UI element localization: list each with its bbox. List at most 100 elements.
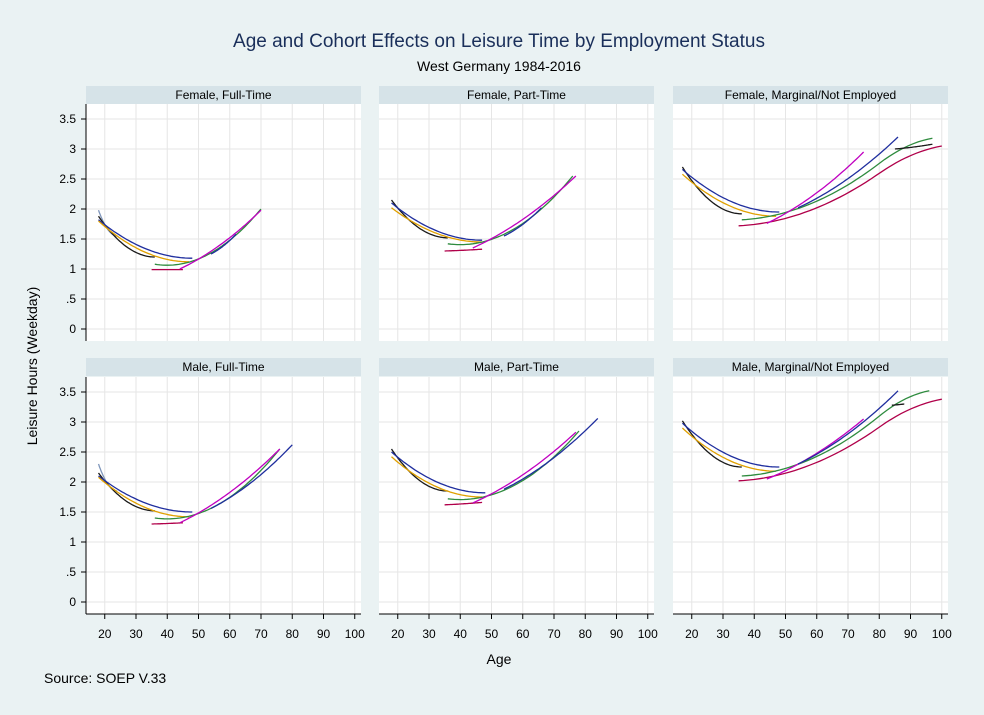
cohort-line — [391, 451, 486, 494]
x-tick-label: 70 — [547, 627, 561, 641]
cohort-line — [151, 522, 183, 525]
panel-strip — [86, 86, 361, 104]
panel-strip — [673, 86, 948, 104]
x-tick-label: 90 — [904, 627, 918, 641]
y-tick-label: 3 — [69, 142, 76, 156]
x-tick-label: 40 — [454, 627, 468, 641]
cohort-line — [391, 207, 483, 243]
cohort-line — [797, 390, 899, 465]
cohort-line — [472, 431, 577, 504]
panel: Male, Full-Time 0 .5 1 1.5 2 2.5 3 3.5 20 30 40 50 60… — [59, 358, 365, 641]
x-tick-label: 70 — [841, 627, 855, 641]
x-tick-label: 70 — [254, 627, 268, 641]
panels-group: Female, Full-Time0.511.522.533.5Female, … — [59, 86, 952, 641]
cohort-line — [741, 390, 930, 477]
cohort-line — [681, 168, 780, 213]
y-tick-label: 3.5 — [59, 385, 76, 399]
chart-title: Age and Cohort Effects on Leisure Time b… — [233, 31, 765, 52]
cohort-line — [503, 207, 542, 237]
x-tick-label: 90 — [317, 627, 331, 641]
x-tick-label: 50 — [779, 627, 793, 641]
panel: Male, Marginal/Not Employed 20 30 40 50 60 70 8… — [673, 358, 952, 641]
panel-strip — [379, 86, 654, 104]
panel-strip-label: Male, Part-Time — [474, 360, 559, 374]
x-tick-label: 30 — [422, 627, 436, 641]
cohort-line — [391, 202, 483, 241]
cohort-line — [390, 448, 448, 492]
x-tick-label: 50 — [192, 627, 206, 641]
cohort-line — [766, 151, 865, 224]
x-tick-label: 40 — [748, 627, 762, 641]
panel-strip-label: Male, Marginal/Not Employed — [732, 360, 889, 374]
x-tick-label: 50 — [485, 627, 499, 641]
x-tick-label: 100 — [345, 627, 365, 641]
panel-plot-area — [379, 104, 654, 341]
x-tick-label: 20 — [98, 627, 112, 641]
panel-strip-label: Female, Part-Time — [467, 88, 566, 102]
cohort-line — [210, 444, 293, 509]
panel-strip-label: Male, Full-Time — [182, 360, 265, 374]
y-tick-label: .5 — [66, 565, 76, 579]
cohort-line — [681, 427, 777, 472]
y-axis-label: Leisure Hours (Weekday) — [24, 287, 40, 445]
cohort-line — [681, 173, 777, 217]
cohort-line — [447, 175, 574, 246]
panel-plot-area — [379, 377, 654, 614]
chart-subtitle: West Germany 1984-2016 — [417, 58, 581, 74]
cohort-line — [738, 145, 942, 227]
x-tick-label: 60 — [223, 627, 237, 641]
y-tick-label: 3 — [69, 415, 76, 429]
cohort-line — [98, 220, 190, 263]
panel: Female, Full-Time 0 .5 1 1.5 2 2.5 3 3.5 — [59, 86, 361, 341]
cohort-line — [472, 175, 577, 249]
panel-strip — [86, 358, 361, 376]
cohort-line — [391, 456, 483, 498]
panel: Female, Part-Time — [379, 86, 654, 341]
x-tick-label: 80 — [579, 627, 593, 641]
x-tick-label: 60 — [810, 627, 824, 641]
cohort-line — [741, 137, 933, 221]
panel-plot-area — [673, 104, 948, 341]
y-tick-label: 2 — [69, 202, 76, 216]
panel-plot-area — [86, 104, 361, 341]
panel: Male, Part-Time 20 30 40 50 60 70 80 90 100 — [379, 358, 658, 641]
cohort-line — [766, 418, 865, 480]
y-tick-label: 2 — [69, 475, 76, 489]
y-tick-label: 1 — [69, 262, 76, 276]
cohort-line — [154, 208, 262, 266]
cohort-line — [179, 209, 262, 270]
x-tick-label: 20 — [391, 627, 405, 641]
x-tick-label: 80 — [873, 627, 887, 641]
cohort-line — [98, 476, 190, 518]
cohort-line — [444, 248, 483, 252]
x-tick-label: 40 — [161, 627, 175, 641]
panel-strip-label: Female, Marginal/Not Employed — [725, 88, 896, 102]
x-tick-label: 80 — [286, 627, 300, 641]
cohort-line — [98, 219, 193, 259]
source-note: Source: SOEP V.33 — [44, 670, 166, 686]
x-tick-label: 60 — [516, 627, 530, 641]
cohort-line — [179, 448, 281, 524]
x-tick-label: 30 — [716, 627, 730, 641]
panel-strip-label: Female, Full-Time — [175, 88, 272, 102]
cohort-line — [797, 136, 899, 209]
cohort-line — [447, 430, 580, 501]
x-tick-label: 100 — [932, 627, 952, 641]
x-tick-label: 90 — [610, 627, 624, 641]
y-tick-label: 0 — [69, 322, 76, 336]
x-tick-label: 30 — [129, 627, 143, 641]
panel-strip — [673, 358, 948, 376]
panel-plot-area — [673, 377, 948, 614]
cohort-line — [681, 422, 780, 468]
x-tick-label: 100 — [638, 627, 658, 641]
panel-strip — [379, 358, 654, 376]
y-tick-label: 0 — [69, 595, 76, 609]
y-tick-label: 3.5 — [59, 112, 76, 126]
y-tick-label: 2.5 — [59, 445, 76, 459]
x-tick-label: 20 — [685, 627, 699, 641]
x-axis-label: Age — [487, 651, 512, 667]
y-tick-label: .5 — [66, 292, 76, 306]
cohort-line — [210, 233, 237, 255]
cohort-line — [894, 143, 933, 150]
